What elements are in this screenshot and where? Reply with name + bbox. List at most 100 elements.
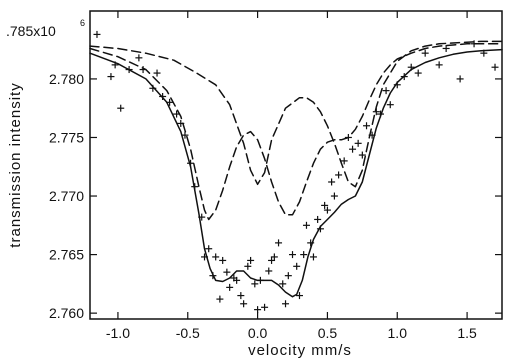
data-point (330, 192, 338, 200)
data-point (166, 98, 174, 106)
data-point (251, 280, 259, 288)
data-point (335, 171, 343, 179)
data-point (376, 110, 384, 118)
x-tick-label: -1.0 (106, 325, 130, 341)
data-point (293, 262, 301, 270)
data-point (372, 108, 380, 116)
plot-frame (89, 10, 503, 320)
data-point (302, 221, 310, 229)
data-point (139, 66, 147, 74)
y-multiplier-exponent: 6 (80, 18, 85, 28)
fit-curves (89, 40, 503, 298)
data-point (275, 239, 283, 247)
data-point (344, 133, 352, 141)
data-point (363, 122, 371, 130)
y-multiplier-label: .785x10 (6, 23, 56, 39)
component-curve-3 (89, 40, 503, 188)
data-point (354, 139, 362, 147)
data-point (173, 110, 181, 118)
data-point (284, 272, 292, 280)
data-point (265, 267, 273, 275)
data-point (117, 104, 125, 112)
y-tick-label: 2.760 (49, 305, 84, 321)
data-point (340, 157, 348, 165)
data-point (111, 61, 119, 69)
data-point (279, 280, 287, 288)
data-point (393, 81, 401, 89)
data-point (314, 215, 322, 223)
data-point (240, 300, 248, 308)
data-point (470, 40, 478, 48)
data-point (382, 87, 390, 95)
data-point (216, 295, 224, 303)
data-point (421, 49, 429, 57)
data-point (300, 251, 308, 259)
data-point (456, 75, 464, 83)
data-point (480, 49, 488, 57)
y-tick-label: 2.770 (49, 188, 84, 204)
data-point (187, 159, 195, 167)
data-point (135, 54, 143, 62)
data-point (435, 61, 443, 69)
data-point (191, 183, 199, 191)
component-curve-2 (89, 43, 503, 221)
data-point (321, 201, 329, 209)
data-point (400, 73, 408, 81)
x-tick-label: 1.5 (457, 325, 477, 341)
x-tick-label: 1.0 (388, 325, 408, 341)
data-point (149, 84, 157, 92)
y-tick-label: 2.780 (49, 71, 84, 87)
data-point (212, 253, 220, 261)
data-point (289, 251, 297, 259)
data-point (358, 151, 366, 159)
data-point (491, 63, 499, 71)
data-points (93, 30, 499, 314)
x-axis-ticks: -1.0 -0.5 0.0 0.5 1.0 1.5 (106, 11, 477, 341)
y-axis-ticks: 2.760 2.765 2.770 2.775 2.780 (49, 71, 502, 321)
data-point (256, 276, 264, 284)
data-point (181, 131, 189, 139)
y-tick-label: 2.775 (49, 129, 84, 145)
y-axis-title: transmission intensity (7, 82, 24, 247)
data-point (219, 256, 227, 264)
data-point (201, 253, 209, 261)
total-fit-curve (89, 48, 503, 298)
data-point (233, 276, 241, 284)
x-tick-label: 0.5 (318, 325, 338, 341)
data-point (414, 69, 422, 77)
data-point (223, 268, 231, 276)
data-point (328, 178, 336, 186)
data-point (309, 253, 317, 261)
data-point (198, 213, 206, 221)
data-point (316, 225, 324, 233)
data-point (254, 306, 262, 314)
data-point (349, 145, 357, 153)
data-point (205, 245, 213, 253)
x-axis-title: velocity mm/s (248, 342, 352, 358)
data-point (93, 30, 101, 38)
data-point (270, 253, 278, 261)
x-tick-label: 0.0 (248, 325, 268, 341)
data-point (247, 256, 255, 264)
data-point (323, 206, 331, 214)
data-point (159, 92, 167, 100)
data-point (237, 292, 245, 300)
data-point (295, 292, 303, 300)
data-point (368, 131, 376, 139)
data-point (125, 66, 133, 74)
data-point (307, 239, 315, 247)
data-point (177, 119, 185, 127)
data-point (442, 44, 450, 52)
data-point (261, 303, 269, 311)
y-tick-label: 2.765 (49, 247, 84, 263)
data-point (407, 63, 415, 71)
data-point (226, 283, 234, 291)
x-tick-label: -0.5 (176, 325, 200, 341)
data-point (268, 256, 276, 264)
data-point (386, 101, 394, 109)
data-point (153, 69, 161, 77)
data-point (209, 272, 217, 280)
data-point (107, 73, 115, 81)
data-point (282, 300, 290, 308)
